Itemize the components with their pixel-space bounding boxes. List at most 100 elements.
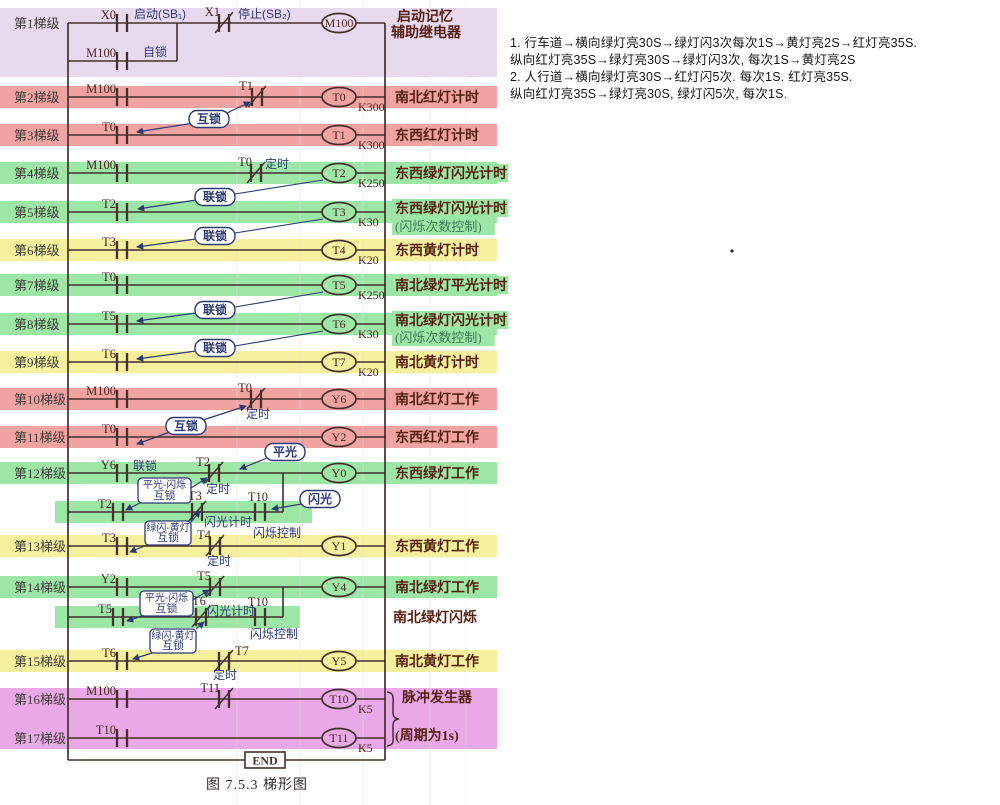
rung-number-label: 第9梯级 <box>14 355 60 370</box>
contact-label: T0 <box>238 155 252 169</box>
coil-label: T7 <box>332 355 345 369</box>
nc-contact-T6 <box>191 605 211 628</box>
annotation-line <box>234 179 324 195</box>
box-text: 平光-闪烁 <box>143 478 186 491</box>
contact-label: M100 <box>86 46 116 60</box>
rung-function-label: 南北红灯计时 <box>395 89 479 106</box>
contact-T5 <box>115 315 129 333</box>
rung-number-label: 第2梯级 <box>14 90 60 105</box>
bubble-text: 平光 <box>273 444 297 459</box>
rung-function-label: 东西红灯工作 <box>395 429 479 446</box>
coil-ellipse <box>321 313 357 335</box>
rung-number-label: 第5梯级 <box>14 205 60 220</box>
contact-T6 <box>115 353 129 371</box>
label-highlight <box>392 578 481 596</box>
nc-contact-X1 <box>214 11 234 34</box>
annotation-arrow <box>202 404 247 421</box>
box-outline <box>139 590 194 617</box>
box-outline <box>144 520 192 546</box>
annotation-arrow <box>195 621 205 630</box>
contact-T0 <box>115 126 129 144</box>
coil-T7 <box>321 351 357 373</box>
rung-number-label: 第3梯级 <box>14 128 60 143</box>
contact-label: M100 <box>86 384 116 398</box>
contact-T3 <box>115 241 129 259</box>
end-box <box>244 751 286 769</box>
coil-Y1 <box>321 535 357 557</box>
nc-slash <box>214 11 234 34</box>
bubble-outline <box>188 109 230 129</box>
contact-label: X1 <box>205 5 220 19</box>
annotation-arrow <box>190 477 208 489</box>
mutual-interlock-bubble <box>165 416 207 436</box>
annotation-text: 闪烁控制 <box>250 627 298 641</box>
nc-slash <box>246 161 266 184</box>
box-text: 绿闪-黄灯 <box>151 629 194 642</box>
coil-T2 <box>321 162 357 184</box>
contact-label: T1 <box>239 79 253 93</box>
contact-T0 <box>115 276 129 294</box>
label-highlight <box>392 164 509 182</box>
contact-label: T0 <box>102 422 116 436</box>
timer-constant: K250 <box>358 176 385 190</box>
coil-T3 <box>321 201 357 223</box>
rung-number-label: 第12梯级 <box>14 466 66 481</box>
coil-ellipse <box>321 576 357 598</box>
coil-T1 <box>321 124 357 146</box>
contact-M100 <box>115 52 129 70</box>
contact-Y6 <box>115 464 129 482</box>
bubble-outline <box>264 442 306 462</box>
contact-label: X0 <box>101 8 116 22</box>
box-text: 互锁 <box>157 530 179 544</box>
bubble-outline <box>299 489 341 509</box>
label-highlight <box>392 199 509 217</box>
rung-number-label: 第4梯级 <box>14 166 60 181</box>
timer-constant: K300 <box>358 138 385 152</box>
rung-function-label: 东西红灯计时 <box>395 127 479 144</box>
contact-label: T10 <box>96 723 116 737</box>
label-highlight <box>392 88 481 106</box>
coil-label: Y5 <box>332 654 347 668</box>
interlock-bubble <box>194 187 236 207</box>
coil-M100 <box>321 12 357 34</box>
rung-number-label: 第17梯级 <box>14 731 66 746</box>
rung-function-label: 辅助继电器 <box>391 24 462 41</box>
rung-function-label: 脉冲发生器 <box>401 689 473 706</box>
coil-ellipse <box>321 86 357 108</box>
coil-Y5 <box>321 650 357 672</box>
annotation-arrow <box>271 503 303 512</box>
coil-ellipse <box>321 12 357 34</box>
rung-function-label: 南北黄灯工作 <box>395 653 479 670</box>
nc-contact-T1 <box>247 85 267 108</box>
steady-light-bubble <box>264 442 306 462</box>
mutual-interlock-bubble <box>188 109 230 129</box>
annotation-arrow <box>192 589 210 601</box>
coil-T4 <box>321 239 357 261</box>
coil-label: Y2 <box>332 430 347 444</box>
annotation-text: 闪光计时 <box>204 515 252 529</box>
coil-label: T6 <box>332 317 345 331</box>
label-highlight <box>392 353 481 371</box>
bubble-text: 联锁 <box>203 228 227 243</box>
coil-ellipse <box>321 351 357 373</box>
rung-function-label: (闪烁次数控制) <box>395 219 482 234</box>
rung-number-label: 第13梯级 <box>14 539 66 554</box>
timer-constant: K5 <box>358 702 373 716</box>
timer-constant: K300 <box>358 100 385 114</box>
contact-T10 <box>115 729 129 747</box>
end-instruction <box>244 751 286 769</box>
annotation-text: 定时 <box>213 667 237 682</box>
timer-constant: K5 <box>358 741 373 755</box>
coil-ellipse <box>321 274 357 296</box>
annotation-text: 定时 <box>206 481 230 496</box>
label-highlight <box>392 537 481 555</box>
interlock-bubble <box>194 300 236 320</box>
annotation-arrow <box>136 431 171 446</box>
coil-ellipse <box>321 426 357 448</box>
annotation-text: 闪光计时 <box>207 604 255 618</box>
contact-label: T6 <box>192 594 206 608</box>
contact-T0 <box>115 428 129 446</box>
box-text: 互锁 <box>154 488 176 502</box>
annotation-arrow <box>190 510 201 523</box>
